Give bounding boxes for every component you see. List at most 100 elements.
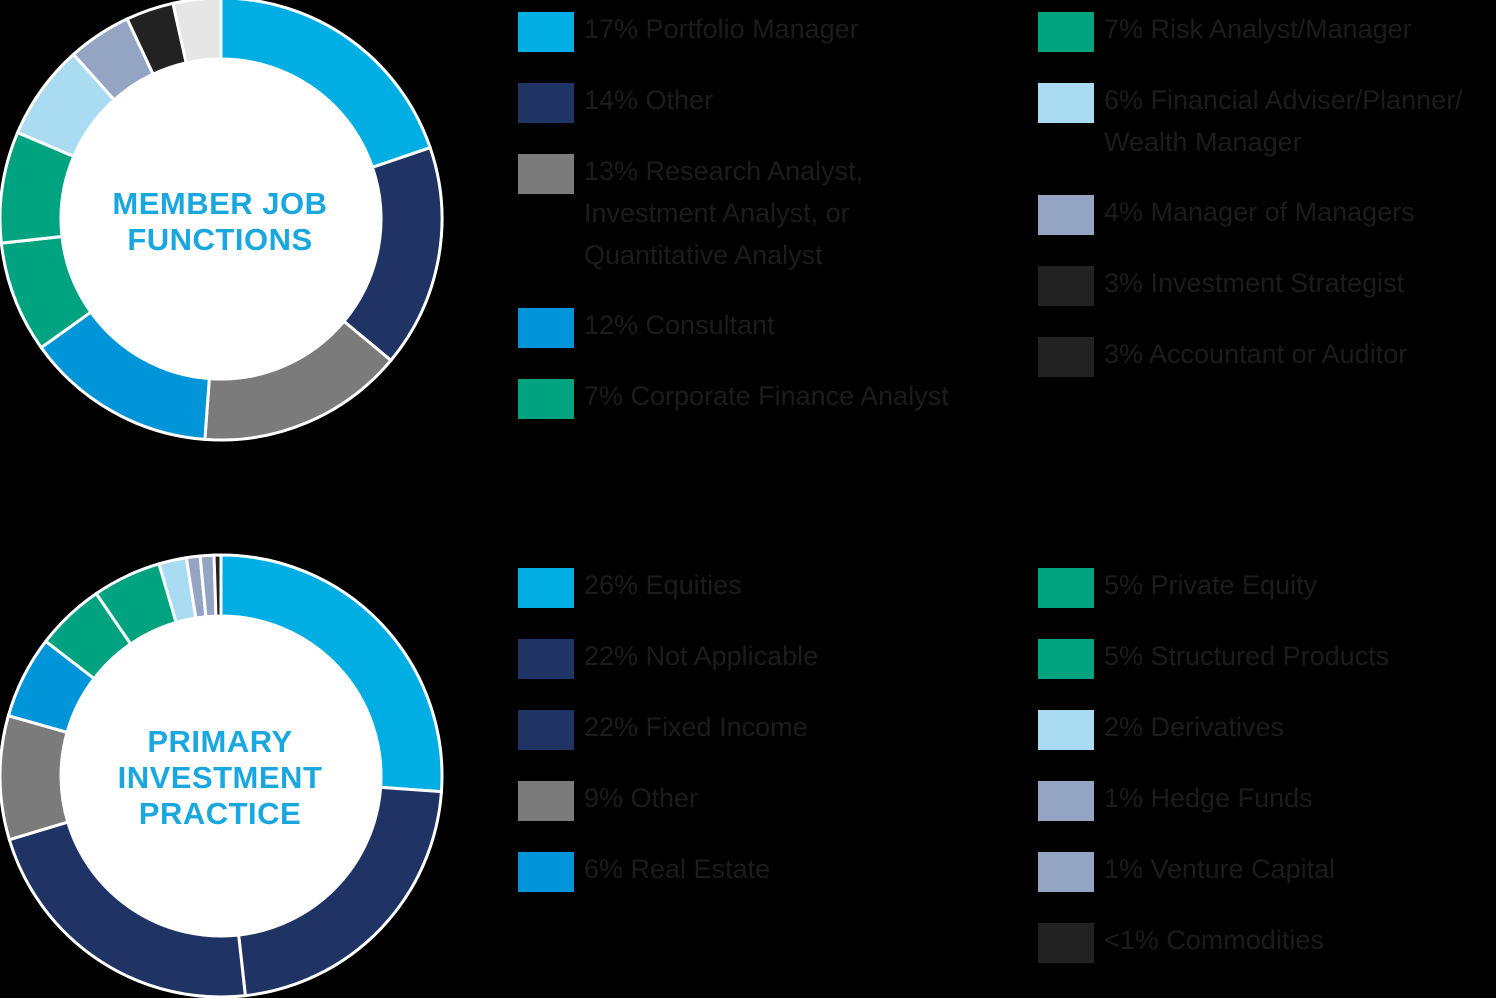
legend-item: 4% Manager of Managers	[1038, 195, 1415, 235]
legend-swatch	[518, 83, 574, 123]
chart-center-title: PRIMARY INVESTMENT PRACTICE	[70, 724, 370, 832]
legend-label: 22% Not Applicable	[584, 635, 818, 677]
chart-title-line: INVESTMENT	[117, 760, 323, 795]
legend-swatch	[1038, 710, 1094, 750]
legend-label: 5% Structured Products	[1104, 635, 1389, 677]
legend-item: 22% Not Applicable	[518, 639, 818, 679]
legend-label-line: 5% Private Equity	[1104, 570, 1318, 600]
legend-label-line: 14% Other	[584, 85, 714, 115]
legend-label: 12% Consultant	[584, 304, 775, 346]
legend-label: 26% Equities	[584, 564, 742, 606]
legend-label-line: 7% Risk Analyst/Manager	[1104, 14, 1412, 44]
legend-item: 14% Other	[518, 83, 713, 123]
legend-label-line: Investment Analyst, or	[584, 198, 850, 228]
legend-label: 6% Real Estate	[584, 848, 770, 890]
donut-chart-primary-investment-practice	[0, 553, 444, 998]
legend-label-line: 7% Corporate Finance Analyst	[584, 381, 949, 411]
chart-title-line: FUNCTIONS	[127, 222, 313, 257]
legend-swatch	[1038, 852, 1094, 892]
legend-label-line: 17% Portfolio Manager	[584, 14, 859, 44]
legend-swatch	[1038, 195, 1094, 235]
legend-swatch	[518, 639, 574, 679]
legend-item: 17% Portfolio Manager	[518, 12, 859, 52]
legend-swatch	[1038, 923, 1094, 963]
legend-item: 3% Accountant or Auditor	[1038, 337, 1407, 377]
legend-label-line: 1% Hedge Funds	[1104, 783, 1313, 813]
chart-title-line: PRIMARY	[147, 724, 293, 759]
legend-item: 9% Other	[518, 781, 698, 821]
legend-label: 9% Other	[584, 777, 698, 819]
legend-swatch	[518, 12, 574, 52]
legend-label: 13% Research Analyst, Investment Analyst,…	[584, 150, 863, 276]
legend-label: 22% Fixed Income	[584, 706, 808, 748]
legend-label-line: 1% Venture Capital	[1104, 854, 1336, 884]
legend-item: 5% Structured Products	[1038, 639, 1389, 679]
legend-label-line: 2% Derivatives	[1104, 712, 1285, 742]
legend-label: 6% Financial Adviser/Planner/Wealth Mana…	[1104, 79, 1463, 163]
legend-label-line: 9% Other	[584, 783, 699, 813]
legend-label-line: 3% Accountant or Auditor	[1104, 339, 1408, 369]
legend-swatch	[1038, 639, 1094, 679]
legend-item: 1% Venture Capital	[1038, 852, 1335, 892]
legend-swatch	[1038, 781, 1094, 821]
legend-swatch	[518, 308, 574, 348]
legend-swatch	[518, 154, 574, 194]
legend-item: 26% Equities	[518, 568, 742, 608]
legend-item: 7% Corporate Finance Analyst	[518, 379, 949, 419]
legend-label-line: 12% Consultant	[584, 310, 775, 340]
legend-label-line: 6% Real Estate	[584, 854, 771, 884]
donut-hole	[61, 616, 381, 936]
donut-chart-member-job-functions	[0, 0, 444, 442]
legend-item: 6% Financial Adviser/Planner/Wealth Mana…	[1038, 83, 1463, 163]
legend-item: <1% Commodities	[1038, 923, 1324, 963]
legend-label: 4% Manager of Managers	[1104, 191, 1415, 233]
legend-swatch	[1038, 12, 1094, 52]
legend-swatch	[1038, 568, 1094, 608]
legend-swatch	[518, 710, 574, 750]
legend-item: 6% Real Estate	[518, 852, 770, 892]
donut-hole	[61, 59, 381, 379]
legend-label: 7% Risk Analyst/Manager	[1104, 8, 1412, 50]
legend-item: 3% Investment Strategist	[1038, 266, 1404, 306]
legend-swatch	[518, 568, 574, 608]
legend-label: 17% Portfolio Manager	[584, 8, 859, 50]
legend-item: 22% Fixed Income	[518, 710, 808, 750]
legend-item: 1% Hedge Funds	[1038, 781, 1313, 821]
legend-item: 13% Research Analyst, Investment Analyst,…	[518, 154, 863, 276]
legend-label: 3% Accountant or Auditor	[1104, 333, 1407, 375]
legend-label-line: 5% Structured Products	[1104, 641, 1390, 671]
legend-swatch	[518, 379, 574, 419]
legend-label-line: 4% Manager of Managers	[1104, 197, 1415, 227]
legend-label-line: <1% Commodities	[1104, 925, 1324, 955]
legend-label-line: 6% Financial Adviser/Planner/	[1104, 85, 1463, 115]
legend-label: 7% Corporate Finance Analyst	[584, 375, 949, 417]
legend-swatch	[1038, 266, 1094, 306]
legend-swatch	[1038, 337, 1094, 377]
chart-title-line: MEMBER JOB	[112, 186, 328, 221]
legend-label: 1% Hedge Funds	[1104, 777, 1313, 819]
legend-label: 2% Derivatives	[1104, 706, 1284, 748]
chart-center-title: MEMBER JOB FUNCTIONS	[70, 186, 370, 258]
legend-label: 3% Investment Strategist	[1104, 262, 1404, 304]
legend-label: 1% Venture Capital	[1104, 848, 1335, 890]
donut-slice	[0, 713, 70, 842]
chart-title-line: PRACTICE	[138, 796, 302, 831]
legend-label-line: 22% Not Applicable	[584, 641, 819, 671]
legend-label-line: 3% Investment Strategist	[1104, 268, 1405, 298]
legend-label: <1% Commodities	[1104, 919, 1324, 961]
legend-item: 7% Risk Analyst/Manager	[1038, 12, 1412, 52]
donut-slice	[212, 553, 223, 618]
legend-item: 12% Consultant	[518, 308, 775, 348]
legend-label: 14% Other	[584, 79, 713, 121]
legend-label-line: Wealth Manager	[1104, 127, 1302, 157]
legend-label-line: 26% Equities	[584, 570, 742, 600]
legend-swatch	[1038, 83, 1094, 123]
legend-label: 5% Private Equity	[1104, 564, 1317, 606]
legend-swatch	[518, 852, 574, 892]
legend-item: 5% Private Equity	[1038, 568, 1317, 608]
legend-label-line: Quantitative Analyst	[584, 240, 823, 270]
legend-swatch	[518, 781, 574, 821]
legend-label-line: 22% Fixed Income	[584, 712, 808, 742]
legend-item: 2% Derivatives	[1038, 710, 1284, 750]
legend-label-line: 13% Research Analyst,	[584, 156, 864, 186]
